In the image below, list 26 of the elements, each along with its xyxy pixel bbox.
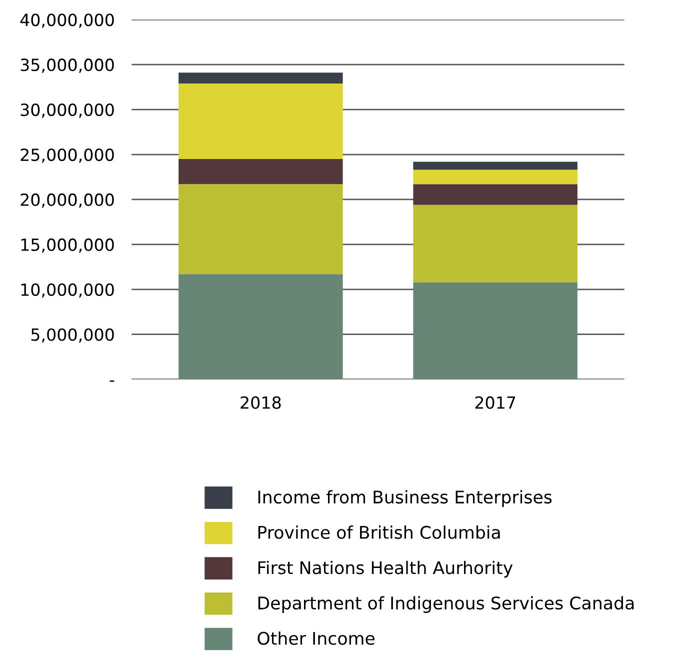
bar [178,184,343,274]
y-tick-label: 25,000,000 [20,148,114,163]
legend-label: Other Income [258,631,374,645]
bar [178,159,343,184]
legend-label: Province of British Columbia [258,525,500,539]
y-tick-label: 40,000,000 [20,14,114,28]
y-tick-label: 35,000,000 [20,58,114,73]
legend-label: Department of Indigenous Services Canada [258,596,634,613]
bar [178,72,343,84]
bar [413,204,578,282]
bar [413,184,578,205]
y-tick-label: 5,000,000 [31,328,114,343]
bar [413,162,578,170]
bar [178,83,343,160]
y-tick-label: 20,000,000 [20,193,114,208]
bar [178,274,343,380]
y-tick-label: - [110,380,114,382]
y-tick-label: 10,000,000 [21,283,114,298]
bar [413,282,578,380]
bar [413,170,578,184]
y-tick-label: 30,000,000 [20,104,114,118]
x-tick-label: 2018 [240,396,281,409]
y-tick-label: 15,000,000 [21,238,114,253]
legend-label: First Nations Health Aurhority [258,560,513,578]
legend-label: Income from Business Enterprises [258,490,552,507]
x-tick-label: 2017 [475,396,516,409]
